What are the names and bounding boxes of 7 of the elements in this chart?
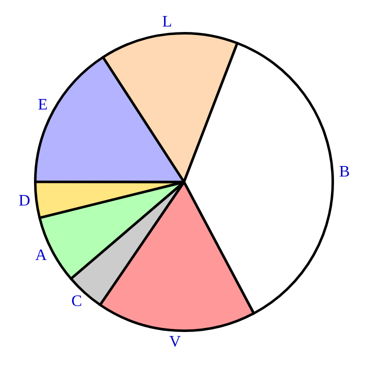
slice-label: D	[18, 192, 30, 210]
slice-label: C	[71, 292, 82, 310]
slice-label: B	[339, 163, 350, 180]
slice-label: E	[38, 96, 48, 114]
slice-label: A	[35, 246, 48, 264]
slice-label: L	[162, 13, 172, 30]
slice-label: V	[169, 334, 182, 351]
